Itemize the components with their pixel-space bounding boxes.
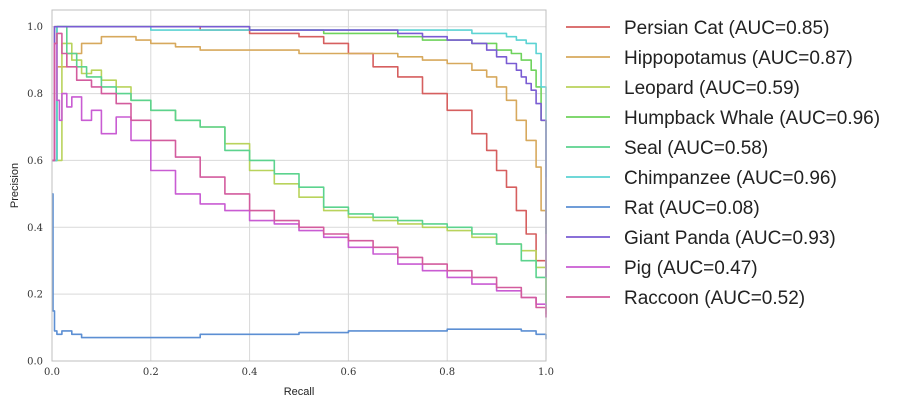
legend: Persian Cat (AUC=0.85) Hippopotamus (AUC=…: [566, 18, 880, 309]
tick-labels: 0.0 0.2 0.4 0.6 0.8 1.0 0.0 0.2 0.4 0.6 0.8 1.0: [27, 22, 554, 378]
series-line-7: [52, 193, 547, 340]
series-line-1: [52, 25, 547, 315]
y-tick-label: 0.0: [27, 357, 43, 368]
y-tick-label: 1.0: [27, 22, 43, 33]
y-tick-label: 0.8: [27, 89, 43, 100]
plot-frame: [51, 9, 547, 362]
y-tick-label: 0.4: [27, 223, 43, 234]
legend-label: Raccoon (AUC=0.52): [624, 288, 805, 309]
legend-label: Pig (AUC=0.47): [624, 258, 758, 279]
legend-label: Hippopotamus (AUC=0.87): [624, 48, 853, 69]
legend-label: Rat (AUC=0.08): [624, 198, 760, 219]
x-tick-label: 0.8: [439, 367, 455, 378]
series-line-10: [52, 32, 547, 318]
x-axis-label: Recall: [284, 386, 315, 398]
x-tick-label: 0.4: [242, 367, 258, 378]
series-line-9: [52, 42, 547, 318]
legend-label: Leopard (AUC=0.59): [624, 78, 800, 99]
grid: [51, 10, 547, 362]
series-line-5: [52, 25, 547, 311]
series-lines: [52, 25, 547, 340]
x-tick-label: 1.0: [538, 367, 554, 378]
x-tick-label: 0.0: [44, 367, 60, 378]
legend-label: Giant Panda (AUC=0.93): [624, 228, 836, 249]
y-axis-label: Precision: [9, 163, 21, 208]
legend-label: Chimpanzee (AUC=0.96): [624, 168, 837, 189]
y-tick-label: 0.2: [27, 290, 43, 301]
x-tick-label: 0.6: [340, 367, 356, 378]
series-line-8: [52, 25, 547, 278]
series-line-2: [52, 35, 547, 271]
legend-label: Seal (AUC=0.58): [624, 138, 768, 159]
legend-label: Humpback Whale (AUC=0.96): [624, 108, 880, 129]
x-tick-label: 0.2: [143, 367, 159, 378]
legend-label: Persian Cat (AUC=0.85): [624, 18, 829, 39]
y-tick-label: 0.6: [27, 156, 43, 167]
